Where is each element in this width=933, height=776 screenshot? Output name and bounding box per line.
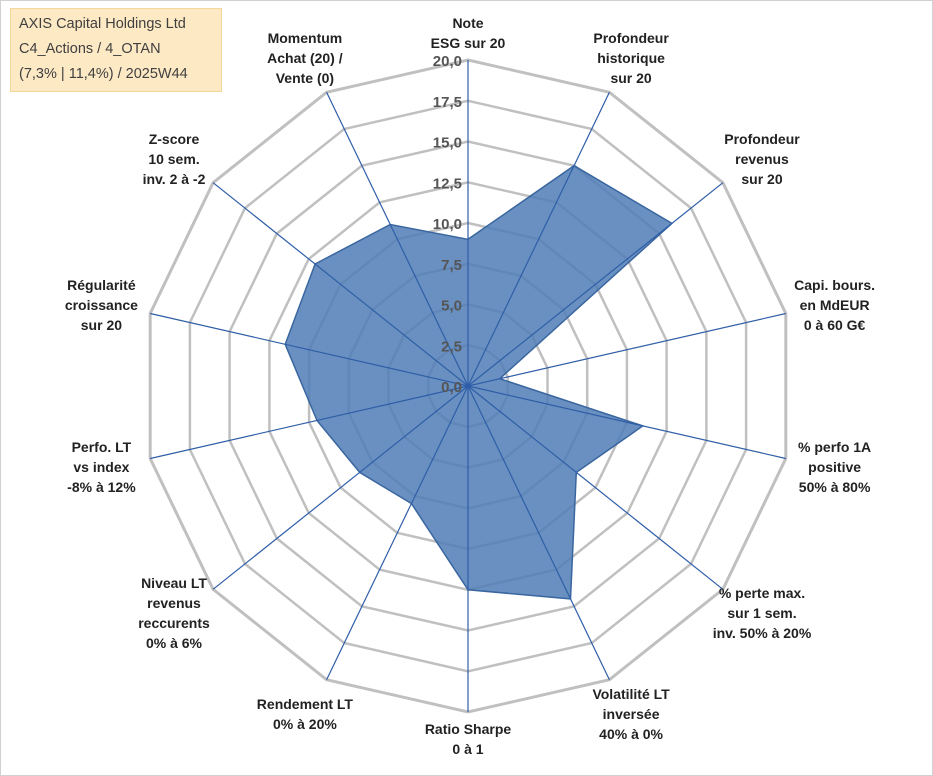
axis-label: Régularité croissance sur 20 [65, 277, 138, 333]
axis-label: Profondeur historique sur 20 [593, 30, 669, 86]
axis-label-line: inversée [603, 706, 660, 722]
axis-spoke [326, 385, 469, 680]
axis-label-line: revenus [147, 595, 201, 611]
axis-label-line: Volatilité LT [592, 686, 670, 702]
company-name: AXIS Capital Holdings Ltd [19, 16, 186, 32]
axis-spoke [467, 92, 610, 387]
radar-spokes [150, 60, 786, 712]
portfolio-label: C4_Actions / 4_OTAN [19, 41, 161, 57]
axis-label-line: 0 à 1 [452, 741, 483, 757]
axis-label-line: Z-score [149, 131, 200, 147]
axis-spoke [150, 385, 469, 460]
axis-label: Note ESG sur 20 [431, 15, 506, 51]
axis-label: Capi. bours. en MdEUR 0 à 60 G€ [794, 277, 875, 333]
chart-header-box: AXIS Capital Holdings Ltd C4_Actions / 4… [10, 8, 222, 92]
axis-label-line: % perte max. [719, 585, 805, 601]
axis-label: % perte max. sur 1 sem. inv. 50% à 20% [713, 585, 812, 641]
axis-label-line: ESG sur 20 [431, 35, 506, 51]
axis-label-line: -8% à 12% [67, 479, 136, 495]
axis-label-line: sur 20 [81, 317, 122, 333]
axis-spoke [467, 385, 786, 460]
axis-label-line: revenus [735, 151, 789, 167]
performance-week-label: (7,3% | 11,4%) / 2025W44 [19, 66, 188, 82]
axis-label-line: Ratio Sharpe [425, 721, 512, 737]
axis-label: Rendement LT 0% à 20% [257, 696, 354, 732]
axis-label-line: Profondeur [593, 30, 669, 46]
axis-label-line: positive [808, 459, 861, 475]
tick-label: 10,0 [433, 216, 462, 233]
axis-label: Momentum Achat (20) / Vente (0) [267, 30, 343, 86]
axis-label-line: inv. 2 à -2 [143, 171, 206, 187]
axis-spoke [212, 182, 469, 387]
axis-label-line: Momentum [268, 30, 343, 46]
axis-label-line: croissance [65, 297, 138, 313]
axis-label-line: Vente (0) [276, 70, 334, 86]
tick-label: 2,5 [441, 338, 462, 355]
tick-label: 15,0 [433, 135, 462, 152]
axis-label-line: en MdEUR [800, 297, 870, 313]
tick-label: 17,5 [433, 94, 462, 111]
axis-label-line: reccurents [138, 615, 210, 631]
axis-spoke [150, 312, 469, 387]
axis-label-line: Profondeur [724, 131, 800, 147]
axis-label: Ratio Sharpe 0 à 1 [425, 721, 512, 757]
radar-axis-labels: Note ESG sur 20 Profondeur historique sur 20… [65, 15, 875, 757]
axis-label-line: Note [452, 15, 483, 31]
tick-label: 12,5 [433, 175, 462, 192]
axis-label: % perfo 1A positive 50% à 80% [798, 439, 871, 495]
axis-label-line: Capi. bours. [794, 277, 875, 293]
axis-label-line: Perfo. LT [72, 439, 132, 455]
axis-label-line: 50% à 80% [799, 479, 871, 495]
axis-label-line: sur 1 sem. [727, 605, 796, 621]
axis-label-line: Régularité [67, 277, 136, 293]
axis-label-line: sur 20 [610, 70, 651, 86]
axis-label-line: Achat (20) / [267, 50, 343, 66]
axis-label-line: vs index [73, 459, 129, 475]
axis-label-line: 10 sem. [148, 151, 199, 167]
axis-label-line: historique [597, 50, 665, 66]
axis-spoke [467, 385, 610, 680]
tick-label: 0,0 [441, 379, 462, 396]
axis-label-line: 0% à 20% [273, 716, 337, 732]
axis-label-line: 40% à 0% [599, 726, 663, 742]
axis-label: Niveau LT revenus reccurents 0% à 6% [138, 575, 210, 651]
axis-spoke [326, 92, 469, 387]
axis-label-line: % perfo 1A [798, 439, 871, 455]
axis-spoke [467, 182, 724, 387]
axis-spoke [467, 312, 786, 387]
axis-label-line: sur 20 [741, 171, 782, 187]
axis-label-line: 0% à 6% [146, 635, 203, 651]
axis-label-line: Rendement LT [257, 696, 354, 712]
axis-label-line: Niveau LT [141, 575, 207, 591]
axis-label: Perfo. LT vs index -8% à 12% [67, 439, 136, 495]
tick-label: 20,0 [433, 53, 462, 70]
axis-spoke [467, 385, 724, 590]
axis-label: Z-score 10 sem. inv. 2 à -2 [143, 131, 206, 187]
axis-label: Profondeur revenus sur 20 [724, 131, 800, 187]
radar-tick-labels: 0,0 2,5 5,0 7,5 10,0 12,5 15,0 17,5 20,0 [433, 53, 462, 396]
axis-label-line: inv. 50% à 20% [713, 625, 812, 641]
axis-label-line: 0 à 60 G€ [804, 317, 866, 333]
tick-label: 7,5 [441, 257, 462, 274]
axis-spoke [212, 385, 469, 590]
tick-label: 5,0 [441, 298, 462, 315]
axis-label: Volatilité LT inversée 40% à 0% [592, 686, 670, 742]
